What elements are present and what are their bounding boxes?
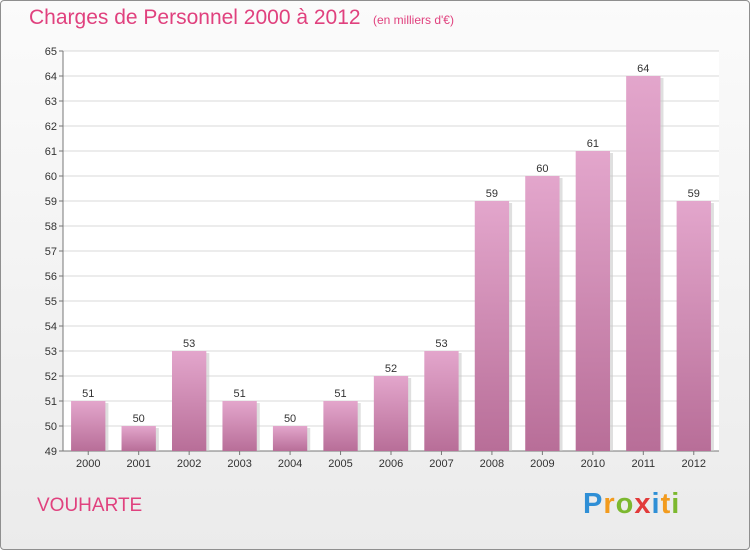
chart-title: Charges de Personnel 2000 à 2012 (29, 6, 361, 29)
bar (676, 201, 711, 451)
data-label: 59 (486, 188, 498, 200)
x-tick-label: 2010 (581, 458, 605, 470)
y-tick-label: 53 (45, 346, 57, 358)
data-label: 52 (385, 363, 397, 375)
bar (171, 351, 207, 451)
y-tick-label: 58 (45, 221, 57, 233)
x-tick-label: 2005 (328, 458, 352, 470)
y-tick-label: 56 (45, 271, 57, 283)
bar (373, 376, 409, 451)
data-label: 51 (233, 388, 245, 400)
x-tick-label: 2012 (682, 458, 706, 470)
proxiti-logo[interactable]: Proxiti (583, 488, 680, 521)
y-tick-label: 63 (45, 96, 57, 108)
data-label: 51 (82, 388, 94, 400)
x-tick-label: 2006 (379, 458, 403, 470)
bar (525, 176, 560, 451)
y-tick-label: 55 (45, 296, 57, 308)
bar (121, 426, 156, 451)
y-tick-label: 50 (45, 421, 57, 433)
logo-letter: o (615, 488, 635, 520)
data-label: 53 (183, 338, 195, 350)
y-tick-label: 59 (45, 196, 57, 208)
x-tick-label: 2002 (177, 458, 201, 470)
x-tick-label: 2003 (227, 458, 251, 470)
bar (424, 351, 459, 451)
data-label: 60 (536, 163, 548, 175)
x-tick-label: 2008 (480, 458, 504, 470)
logo-letter: P (583, 488, 604, 520)
data-label: 59 (688, 188, 700, 200)
y-tick-label: 60 (45, 171, 57, 183)
bar (272, 426, 308, 451)
data-label: 51 (334, 388, 346, 400)
y-tick-label: 57 (45, 246, 57, 258)
bar (575, 151, 611, 451)
y-tick-label: 49 (45, 446, 57, 458)
data-label: 50 (133, 413, 145, 425)
place-name: VOUHARTE (37, 495, 143, 516)
data-label: 53 (435, 338, 447, 350)
bar (222, 401, 257, 451)
bar (474, 201, 510, 451)
bar (71, 401, 106, 451)
logo-letter: t (660, 488, 672, 520)
x-tick-label: 2004 (278, 458, 302, 470)
x-tick-label: 2007 (429, 458, 453, 470)
data-label: 50 (284, 413, 296, 425)
data-label: 61 (587, 138, 599, 150)
logo-letter: r (603, 488, 616, 520)
y-tick-label: 62 (45, 121, 57, 133)
y-tick-label: 51 (45, 396, 57, 408)
x-tick-label: 2001 (126, 458, 150, 470)
logo-letter: i (651, 488, 661, 520)
data-label: 64 (637, 63, 649, 75)
x-tick-label: 2011 (631, 458, 655, 470)
y-tick-label: 61 (45, 146, 57, 158)
y-tick-label: 64 (45, 71, 57, 83)
bar (323, 401, 358, 451)
logo-letter: i (671, 488, 681, 520)
chart-subtitle: (en milliers d'€) (373, 13, 454, 27)
bar (626, 76, 661, 451)
x-tick-label: 2009 (530, 458, 554, 470)
x-tick-label: 2000 (76, 458, 100, 470)
y-tick-label: 54 (45, 321, 57, 333)
logo-letter: x (634, 488, 652, 520)
y-tick-label: 65 (45, 46, 57, 58)
y-tick-label: 52 (45, 371, 57, 383)
